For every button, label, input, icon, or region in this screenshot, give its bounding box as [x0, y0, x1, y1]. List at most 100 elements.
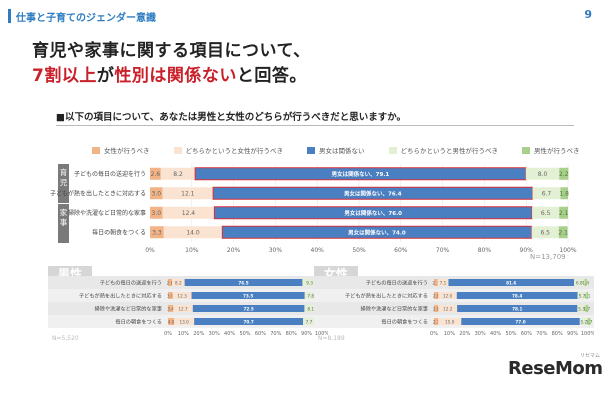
category-label: 子どもが熱を出したときに対応する [50, 189, 146, 197]
data-label: 12.1 [181, 190, 195, 197]
male-stacked-bar-chart: 子どもの毎日の送迎を行う2.68.276.59.33.7子どもが熱を出したときに… [48, 276, 328, 337]
x-tick-label: 90% [301, 331, 312, 337]
bar-segment [577, 292, 587, 299]
data-label: 8.2 [175, 281, 182, 286]
data-label: 2.1 [558, 229, 568, 236]
data-label: 1.7 [584, 307, 591, 312]
group-label: 家事 [60, 207, 68, 227]
data-label: 15.0 [445, 320, 455, 325]
data-label: 7.7 [306, 320, 313, 325]
category-label: 子どもが熱を出したときに対応する [345, 292, 428, 300]
x-tick-label: 40% [224, 331, 235, 337]
bar-segment [532, 206, 560, 219]
category-label: 子どもの毎日の送迎を行う [74, 170, 146, 178]
data-label: 男女は関係ない、76.4 [344, 189, 402, 197]
group-label-box [58, 164, 69, 203]
data-label: 3.3 [152, 229, 162, 236]
headline-text-1: が [96, 66, 115, 86]
bar-segment [532, 187, 561, 200]
data-label: 5.7 [579, 294, 586, 299]
x-tick-label: 90% [520, 247, 534, 254]
category-label: 子どもの毎日の送迎を行う [100, 279, 162, 287]
bar-segment [434, 305, 439, 312]
bar-segment [434, 279, 438, 286]
headline-line-2: 7割以上が性別は関係ないと回答。 [32, 64, 311, 89]
x-tick-label: 100% [315, 331, 328, 337]
data-label: 6.7 [542, 190, 552, 197]
group-label: 育児 [60, 167, 68, 187]
data-label: 70.7 [243, 320, 253, 325]
data-label: 77.0 [515, 320, 525, 325]
data-label: 76.5 [238, 281, 248, 286]
bar-segment [302, 279, 317, 286]
x-tick-label: 80% [478, 247, 492, 254]
question-divider [56, 125, 574, 126]
data-label: 6.5 [540, 229, 550, 236]
data-label: 3.4 [167, 307, 174, 312]
x-tick-label: 10% [444, 331, 455, 337]
section-title: 仕事と子育てのジェンダー意識 [16, 13, 156, 24]
data-label: 12.3 [177, 294, 187, 299]
data-label: 12.0 [443, 294, 453, 299]
bar-segment [162, 187, 214, 200]
data-label: 3.0 [151, 190, 161, 197]
bar-segment [559, 206, 568, 219]
group-label-char: 事 [60, 217, 68, 227]
bar-segment [150, 167, 161, 180]
data-label: 3.0 [167, 294, 174, 299]
legend-swatch-either [307, 146, 315, 154]
bar-segment [577, 305, 586, 312]
data-label: 13.0 [180, 320, 190, 325]
group-label-char: 家 [60, 207, 68, 217]
bar-segment [448, 279, 575, 286]
data-label: 14.0 [186, 229, 200, 236]
x-tick-label: 50% [239, 331, 250, 337]
bar-segment [172, 292, 192, 299]
bar-segment [168, 279, 173, 286]
data-label: 8.0 [538, 171, 548, 178]
bar-segment [559, 167, 569, 180]
data-label: 7.8 [307, 294, 314, 299]
data-label: 1.7 [586, 320, 593, 325]
headline-highlight-2: 性別は関係ない [114, 66, 237, 86]
x-tick-label: 30% [475, 331, 486, 337]
data-label: 8.1 [307, 307, 314, 312]
male-sample-size: N=5,520 [52, 335, 79, 342]
legend-label: 男女は関係ない [319, 147, 365, 155]
bar-segment [438, 292, 457, 299]
bar-segment [434, 292, 439, 299]
data-label: 12.2 [443, 307, 453, 312]
data-label: 男女は関係ない、79.1 [332, 170, 390, 178]
category-label: 掃除や洗濯など日常的な家事 [95, 305, 162, 313]
bar-segment [438, 305, 458, 312]
data-label: 2.2 [559, 171, 569, 178]
bar-segment [558, 226, 568, 239]
data-label: 2.8 [433, 307, 440, 312]
bar-segment [304, 305, 317, 312]
bar-segment [585, 305, 589, 312]
bar-segment [437, 279, 449, 286]
x-tick-label: 30% [209, 331, 220, 337]
data-label: 73.5 [243, 294, 253, 299]
female-sample-size: N=8,189 [318, 335, 345, 342]
bar-segment [525, 167, 560, 180]
group-label-box [58, 204, 69, 243]
data-label: 78.4 [512, 294, 522, 299]
x-tick-label: 40% [311, 247, 325, 254]
data-label: 5.3 [578, 307, 585, 312]
category-label: 子どもが熱を出したときに対応する [79, 292, 162, 300]
headline-highlight-1: 7割以上 [32, 66, 97, 86]
bar-segment [587, 318, 591, 325]
headline-text-2: と回答。 [236, 66, 307, 86]
legend-item-rather-woman: どちらかというと女性が行うべき [173, 145, 283, 155]
x-tick-label: 80% [286, 331, 297, 337]
bar-segment [150, 187, 163, 200]
legend-label: 男性が行うべき [534, 147, 580, 155]
category-label: 掃除や洗濯など日常的な家事 [361, 305, 428, 313]
x-tick-label: 90% [567, 331, 578, 337]
x-tick-label: 70% [536, 331, 547, 337]
x-tick-label: 100% [581, 331, 594, 337]
data-label: 7.1 [440, 281, 447, 286]
group-label-char: 育 [60, 167, 68, 177]
